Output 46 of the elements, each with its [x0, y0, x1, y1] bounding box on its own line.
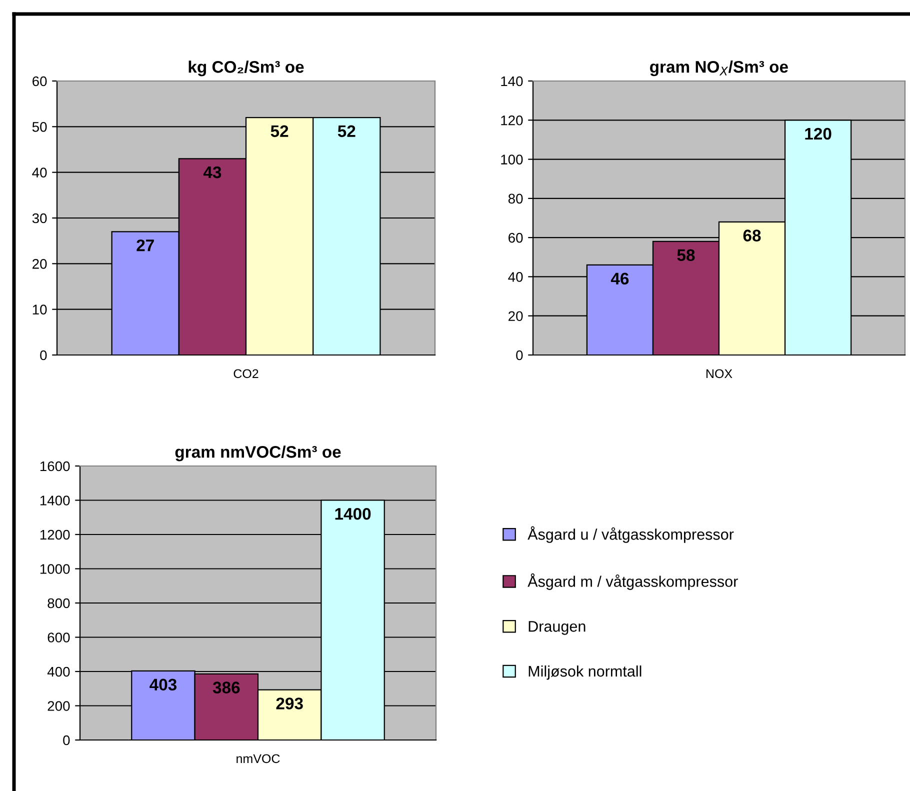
- y-tick-label: 400: [47, 666, 70, 677]
- y-tick-label: 140: [501, 76, 523, 86]
- y-tick-label: 10: [32, 304, 47, 315]
- y-tick-label: 0: [516, 350, 523, 360]
- legend-label: Åsgard m / våtgasskompressor: [528, 573, 738, 590]
- y-tick-label: 600: [48, 632, 70, 642]
- data-label: 52: [270, 125, 288, 138]
- y-tick-label: 80: [508, 194, 523, 204]
- y-tick-label: 60: [508, 232, 523, 243]
- legend-label: Draugen: [528, 621, 586, 635]
- chart-title: gram nmVOC/Sm³ oe: [175, 446, 341, 462]
- x-tick-label: NOX: [706, 369, 732, 378]
- y-tick-label: 20: [32, 259, 47, 269]
- y-tick-label: 100: [501, 154, 523, 164]
- data-label: 68: [743, 230, 761, 242]
- data-label: 52: [338, 125, 356, 138]
- y-tick-label: 20: [508, 311, 523, 322]
- data-label: 1400: [335, 508, 371, 520]
- data-label: 46: [610, 272, 629, 285]
- y-tick-label: 800: [48, 598, 70, 608]
- chart-title: kg CO₂/Sm³ oe: [188, 60, 304, 76]
- data-label: 386: [212, 682, 240, 694]
- y-tick-label: 1400: [40, 496, 70, 506]
- y-tick-label: 200: [48, 701, 70, 711]
- y-tick-label: 30: [32, 213, 47, 224]
- data-label: 403: [150, 678, 177, 691]
- y-tick-label: 1600: [40, 461, 70, 472]
- y-tick-label: 1200: [40, 530, 70, 540]
- legend-label: Miljøsok normtall: [528, 665, 642, 680]
- y-tick-label: 0: [63, 735, 70, 746]
- data-label: 293: [276, 698, 303, 710]
- y-tick-label: 0: [40, 350, 47, 360]
- data-label: 43: [203, 166, 222, 178]
- x-tick-label: CO2: [234, 369, 258, 378]
- data-label: 120: [805, 128, 832, 140]
- x-tick-label: nmVOC: [236, 754, 280, 764]
- y-tick-label: 40: [32, 168, 47, 178]
- legend-label: Åsgard u / våtgasskompressor: [528, 526, 734, 543]
- y-tick-label: 40: [508, 272, 523, 282]
- data-label: 27: [136, 239, 154, 252]
- data-label: 58: [677, 249, 695, 262]
- chart-title: gram NO$_{X}$/Sm³ oe: [650, 60, 788, 76]
- y-tick-label: 50: [32, 122, 47, 132]
- y-tick-label: 1000: [40, 564, 70, 574]
- y-tick-label: 60: [32, 76, 47, 86]
- y-tick-label: 120: [501, 115, 523, 126]
